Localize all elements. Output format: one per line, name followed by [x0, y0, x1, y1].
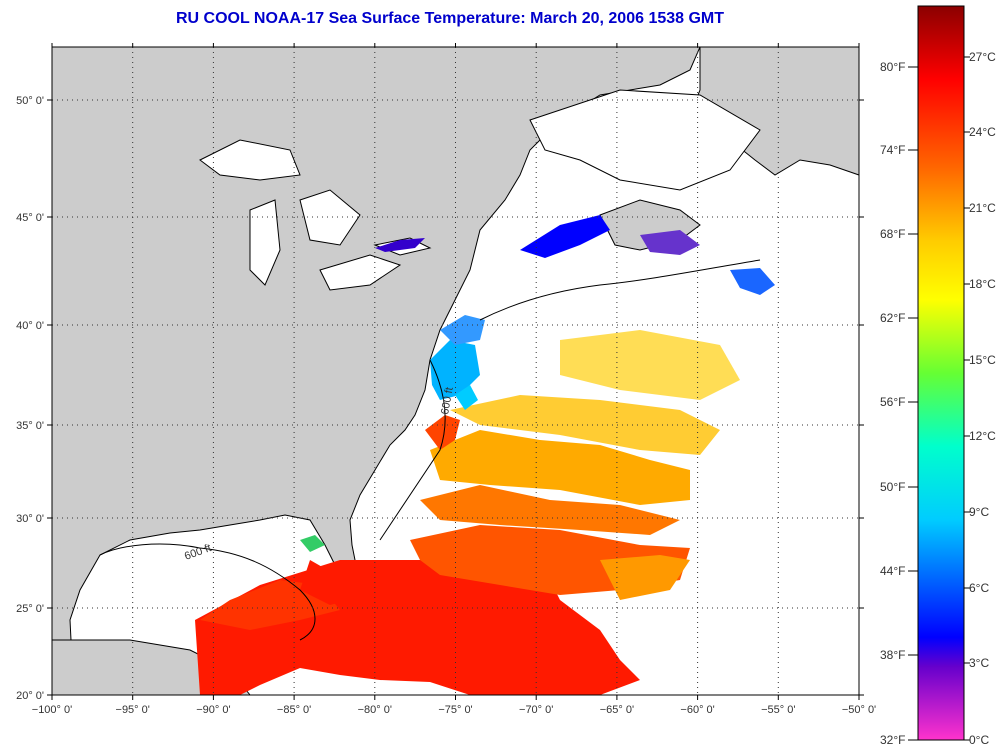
- lon-tick-label: −75° 0': [438, 704, 472, 716]
- celsius-tick-label: 6°C: [969, 581, 989, 595]
- fahrenheit-tick-label: 44°F: [880, 564, 905, 578]
- celsius-tick-label: 27°C: [969, 50, 996, 64]
- great-lakes: [199, 89, 761, 291]
- celsius-tick-label: 9°C: [969, 505, 989, 519]
- lon-tick-label: −85° 0': [277, 704, 311, 716]
- lon-tick-label: −60° 0': [680, 704, 714, 716]
- celsius-tick-label: 15°C: [969, 353, 996, 367]
- fahrenheit-tick-label: 80°F: [880, 60, 905, 74]
- lon-tick-label: −65° 0': [600, 704, 634, 716]
- lon-tick-label: −95° 0': [116, 704, 150, 716]
- lat-tick-label: 50° 0': [16, 95, 44, 107]
- lat-tick-label: 20° 0': [16, 690, 44, 702]
- longitude-ticks: −100° 0' −95° 0' −90° 0' −85° 0' −80° 0' −75°…: [32, 43, 876, 716]
- fahrenheit-tick-label: 62°F: [880, 311, 905, 325]
- colorbar: [917, 5, 965, 741]
- graticule: [52, 47, 859, 695]
- north-america-land: [51, 46, 701, 696]
- lat-tick-label: 30° 0': [16, 513, 44, 525]
- lon-tick-label: −70° 0': [519, 704, 553, 716]
- latitude-ticks: 20° 0' 25° 0' 30° 0' 35° 0' 40° 0' 45° 0' 50° …: [16, 95, 864, 702]
- celsius-tick-label: 21°C: [969, 201, 996, 215]
- lon-tick-label: −55° 0': [761, 704, 795, 716]
- fahrenheit-tick-label: 32°F: [880, 733, 905, 747]
- sst-data-layer: [195, 215, 775, 695]
- lon-tick-label: −50° 0': [842, 704, 876, 716]
- lat-tick-label: 35° 0': [16, 420, 44, 432]
- celsius-tick-label: 12°C: [969, 429, 996, 443]
- colorbar-fahrenheit-scale: 80°F 74°F 68°F 62°F 56°F 50°F 44°F 38°F 32°F: [880, 60, 918, 747]
- fahrenheit-tick-label: 56°F: [880, 395, 905, 409]
- lon-tick-label: −90° 0': [196, 704, 230, 716]
- colorbar-celsius-scale: 27°C 24°C 21°C 18°C 15°C 12°C 9°C 6°C 3°C 0°C: [964, 50, 996, 747]
- lat-tick-label: 45° 0': [16, 212, 44, 224]
- fahrenheit-tick-label: 38°F: [880, 648, 905, 662]
- celsius-tick-label: 0°C: [969, 733, 989, 747]
- fahrenheit-tick-label: 50°F: [880, 480, 905, 494]
- celsius-tick-label: 18°C: [969, 277, 996, 291]
- lat-tick-label: 25° 0': [16, 603, 44, 615]
- celsius-tick-label: 24°C: [969, 125, 996, 139]
- lon-tick-label: −100° 0': [32, 704, 72, 716]
- celsius-tick-label: 3°C: [969, 656, 989, 670]
- bathymetry-contours: [99, 259, 761, 641]
- lon-tick-label: −80° 0': [358, 704, 392, 716]
- lat-tick-label: 40° 0': [16, 320, 44, 332]
- fahrenheit-tick-label: 74°F: [880, 143, 905, 157]
- map-title: RU COOL NOAA-17 Sea Surface Temperature:…: [175, 10, 725, 27]
- fahrenheit-tick-label: 68°F: [880, 227, 905, 241]
- contour-label-atlantic: 600 ft: [439, 386, 456, 415]
